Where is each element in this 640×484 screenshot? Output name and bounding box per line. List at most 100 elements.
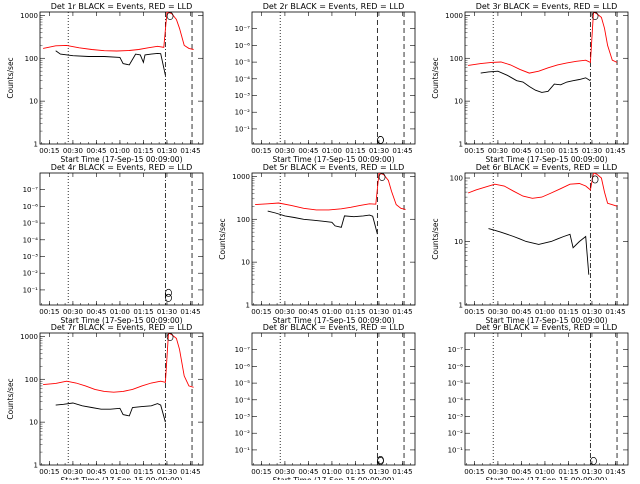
y-tick-label: 10⁻⁵: [235, 380, 251, 388]
x-tick-label: 01:00: [535, 147, 555, 155]
panel-det-6: Det 6r BLACK = Events, RED = LLD 00:15 00:…: [431, 163, 629, 325]
y-tick-label: 10⁻⁶: [235, 42, 251, 50]
x-tick-label: 00:30: [275, 147, 295, 155]
plot-frame: [39, 11, 204, 145]
x-tick-label: 01:45: [392, 308, 412, 316]
x-tick-label: 01:45: [605, 468, 625, 476]
x-tick-label: 00:15: [464, 147, 484, 155]
x-tick-label: 01:30: [157, 147, 177, 155]
y-tick-label: 10⁻²: [448, 430, 464, 438]
y-tick-label: 1: [34, 462, 38, 470]
y-tick-label: 1000: [20, 12, 38, 20]
panel-title: Det 6r BLACK = Events, RED = LLD: [476, 163, 618, 172]
event-marker: [166, 12, 174, 20]
x-tick-label: 01:45: [180, 147, 200, 155]
plot-frame: [251, 332, 416, 466]
x-axis-label: Start Time (17-Sep-15 00:09:00): [486, 316, 608, 325]
x-tick-label: 01:45: [605, 308, 625, 316]
y-tick-label: 10: [454, 238, 463, 246]
panel-title: Det 7r BLACK = Events, RED = LLD: [51, 323, 193, 332]
series-lld: [467, 173, 618, 207]
event-marker: [165, 293, 172, 302]
x-tick-label: 01:15: [133, 308, 153, 316]
y-tick-label: 100: [450, 175, 463, 183]
x-tick-label: 00:45: [511, 308, 531, 316]
x-axis-label: Start Time (17-Sep-15 00:09:00): [273, 476, 395, 480]
y-axis-label: Counts/sec: [6, 378, 15, 419]
y-tick-label: 10: [454, 98, 463, 106]
y-tick-label: 10⁻⁶: [235, 363, 251, 371]
x-tick-label: 01:30: [582, 308, 602, 316]
x-tick-label: 01:30: [157, 468, 177, 476]
y-tick-label: 100: [25, 376, 38, 384]
y-axis-label: Counts/sec: [431, 218, 440, 259]
x-tick-label: 01:30: [582, 468, 602, 476]
x-tick-label: 01:15: [558, 468, 578, 476]
x-tick-label: 00:45: [511, 468, 531, 476]
x-tick-label: 00:45: [86, 308, 106, 316]
event-marker: [166, 333, 174, 341]
y-tick-label: 10⁻¹: [235, 446, 251, 454]
x-tick-label: 00:45: [86, 468, 106, 476]
x-tick-label: 01:15: [133, 468, 153, 476]
plot-frame: [39, 172, 204, 306]
y-axis-label: Counts/sec: [218, 218, 227, 259]
y-tick-label: 1000: [20, 333, 38, 341]
panel-title: Det 4r BLACK = Events, RED = LLD: [51, 163, 193, 172]
x-tick-label: 00:45: [86, 147, 106, 155]
event-marker: [590, 457, 597, 465]
x-tick-label: 00:15: [251, 147, 271, 155]
x-tick-label: 01:15: [558, 147, 578, 155]
x-tick-label: 01:45: [605, 147, 625, 155]
x-tick-label: 01:30: [369, 308, 389, 316]
x-tick-label: 01:15: [133, 147, 153, 155]
y-tick-label: 100: [450, 55, 463, 63]
x-tick-label: 00:45: [298, 308, 318, 316]
plot-frame: [464, 332, 629, 466]
panel-det-1: Det 1r BLACK = Events, RED = LLD 00:15 00:…: [6, 2, 204, 164]
x-tick-label: 00:45: [298, 147, 318, 155]
x-axis-label: Start Time (17-Sep-15 00:09:00): [61, 476, 183, 480]
event-marker: [165, 288, 172, 297]
y-tick-label: 10⁻⁷: [448, 346, 464, 354]
x-tick-label: 00:30: [275, 308, 295, 316]
x-tick-label: 01:00: [322, 468, 342, 476]
series-lld: [255, 173, 406, 211]
series-events: [55, 402, 166, 423]
panel-det-7: Det 7r BLACK = Events, RED = LLD 00:15 00:…: [6, 323, 204, 484]
x-axis-label: Start Time (17-Sep-15 00:09:00): [273, 316, 395, 325]
y-tick-label: 10⁻¹: [23, 286, 39, 294]
y-tick-label: 10⁻⁷: [235, 25, 251, 33]
x-tick-label: 01:30: [157, 308, 177, 316]
x-tick-label: 00:30: [488, 147, 508, 155]
y-tick-label: 10⁻⁴: [448, 396, 464, 404]
plot-frame: [251, 11, 416, 145]
x-tick-label: 00:15: [464, 308, 484, 316]
y-tick-label: 10⁻⁷: [23, 186, 39, 194]
y-tick-label: 100: [25, 55, 38, 63]
x-tick-label: 00:30: [488, 308, 508, 316]
series-lld: [43, 12, 194, 52]
y-tick-label: 10⁻⁵: [23, 220, 39, 228]
event-marker: [378, 173, 386, 181]
plot-frame: [251, 172, 416, 306]
series-events: [488, 228, 590, 275]
panel-title: Det 5r BLACK = Events, RED = LLD: [263, 163, 405, 172]
event-marker: [377, 136, 384, 144]
series-lld: [468, 12, 618, 74]
plot-frame: [39, 332, 204, 466]
series-lld: [43, 333, 194, 393]
panel-det-3: Det 3r BLACK = Events, RED = LLD 00:15 00:…: [431, 2, 629, 164]
y-tick-label: 10⁻⁴: [235, 75, 251, 83]
panel-det-4: Det 4r BLACK = Events, RED = LLD 00:15 00:…: [23, 163, 204, 325]
event-marker: [591, 175, 599, 184]
x-tick-label: 00:15: [251, 468, 271, 476]
x-tick-label: 01:45: [392, 468, 412, 476]
y-tick-label: 10⁻⁷: [235, 346, 251, 354]
x-tick-label: 00:30: [63, 147, 83, 155]
x-tick-label: 00:15: [464, 468, 484, 476]
y-tick-label: 10: [29, 419, 38, 427]
x-tick-label: 01:30: [582, 147, 602, 155]
x-tick-label: 01:30: [369, 468, 389, 476]
